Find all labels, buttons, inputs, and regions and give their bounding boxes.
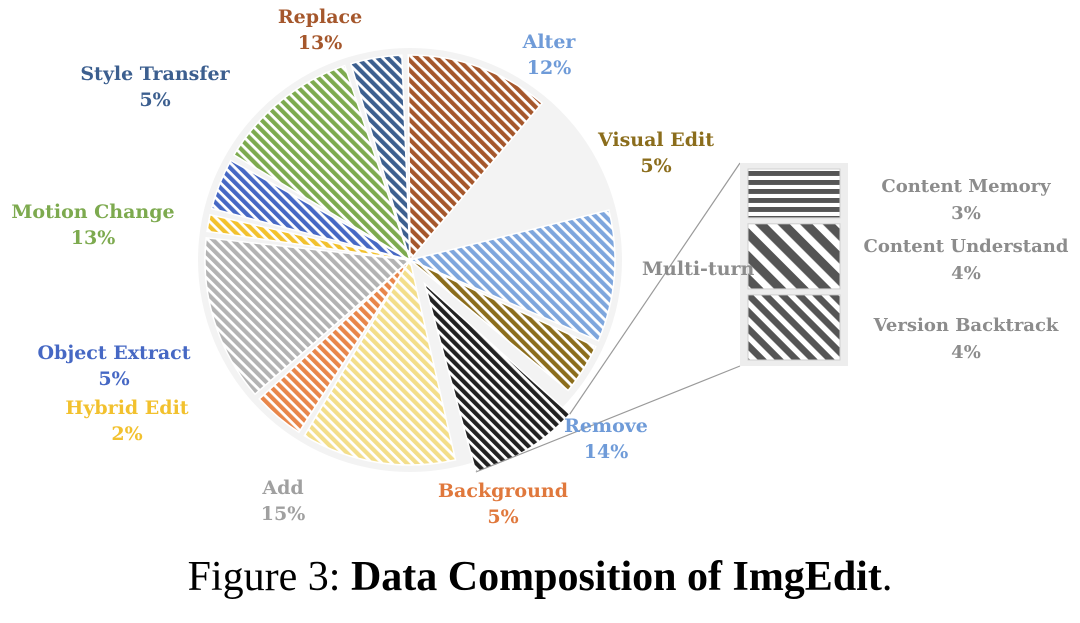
pie-slice-style-transfer — [349, 54, 411, 261]
slice-value-background: 5% — [487, 506, 518, 528]
slice-label-multi-turn: Multi-turn — [642, 258, 755, 280]
slice-label-replace: Replace — [278, 6, 362, 28]
pie-slice-replace — [407, 54, 544, 263]
slice-value-alter: 12% — [527, 57, 572, 79]
connector-top-line — [569, 162, 741, 415]
pie-chart: Alter 12% Visual Edit 5% Multi-turn Remove 14%… — [11, 6, 1069, 528]
slice-label-visual-edit: Visual Edit — [597, 129, 714, 151]
caption-suffix: . — [881, 554, 893, 600]
slice-label-background: Background — [438, 480, 568, 502]
slice-label-hybrid-edit: Hybrid Edit — [65, 397, 188, 419]
caption-title: Data Composition of ImgEdit — [350, 554, 882, 600]
slice-value-add: 15% — [261, 503, 306, 525]
breakdown-bar-content-memory — [747, 168, 841, 219]
slice-value-hybrid-edit: 2% — [111, 423, 142, 445]
pie-slice-visual-edit — [409, 259, 597, 392]
slice-value-remove: 14% — [584, 441, 629, 463]
slice-label-add: Add — [261, 477, 303, 499]
slice-value-object-extract: 5% — [98, 368, 129, 390]
slice-value-style-transfer: 5% — [139, 89, 170, 111]
slice-value-motion-change: 13% — [71, 227, 116, 249]
breakdown-bar-content-understand — [747, 223, 841, 290]
breakdown-value-content-understand: 4% — [951, 263, 981, 284]
pie-slice-add — [204, 236, 412, 396]
pie-slice-object-extract — [210, 159, 411, 261]
slice-label-motion-change: Motion Change — [11, 201, 174, 223]
breakdown-label-content-memory: Content Memory — [881, 176, 1051, 197]
slice-value-replace: 13% — [298, 32, 343, 54]
breakdown-label-content-understand: Content Understand — [864, 236, 1069, 257]
connector-bottom-line — [475, 365, 741, 473]
figure-caption: Figure 3: Data Composition of ImgEdit. — [0, 553, 1080, 601]
pie-slice-background — [258, 259, 411, 434]
slice-label-object-extract: Object Extract — [37, 342, 190, 364]
breakdown-value-version-backtrack: 4% — [951, 342, 981, 363]
slice-label-style-transfer: Style Transfer — [80, 63, 230, 85]
pie-slice-alter — [407, 209, 616, 342]
slice-label-alter: Alter — [522, 31, 577, 53]
caption-prefix: Figure 3: — [187, 554, 351, 600]
breakdown-label-version-backtrack: Version Backtrack — [873, 315, 1059, 336]
slice-label-remove: Remove — [564, 415, 648, 437]
breakdown-value-content-memory: 3% — [951, 203, 981, 224]
slice-value-visual-edit: 5% — [640, 155, 671, 177]
breakdown-bar-version-backtrack — [747, 294, 841, 361]
pie-slice-hybrid-edit — [206, 213, 411, 261]
pie-slice-motion-change — [232, 64, 412, 262]
pie-slice-remove — [303, 258, 457, 466]
